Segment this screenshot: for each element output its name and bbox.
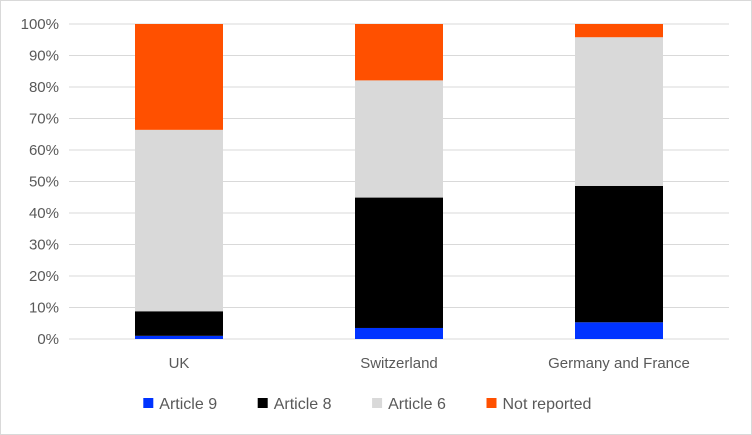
bars: [135, 24, 663, 339]
y-tick-label: 100%: [21, 16, 59, 33]
y-tick-label: 90%: [29, 48, 59, 65]
x-tick-label: UK: [169, 355, 190, 372]
bar-segment: [575, 185, 663, 323]
bar-segment: [355, 197, 443, 328]
legend-swatch: [257, 398, 268, 408]
bar-segment: [575, 24, 663, 38]
y-tick-label: 40%: [29, 205, 59, 222]
y-tick-label: 0%: [37, 331, 59, 348]
x-tick-label: Germany and France: [548, 355, 690, 372]
bar-segment: [135, 129, 223, 312]
y-tick-label: 50%: [29, 174, 59, 191]
bar-segment: [135, 335, 223, 339]
bar-segment: [135, 24, 223, 130]
y-tick-label: 30%: [29, 237, 59, 254]
x-tick-label: Switzerland: [360, 355, 438, 372]
legend-label: Article 8: [274, 396, 332, 413]
bar-segment: [355, 24, 443, 81]
legend-label: Not reported: [503, 396, 592, 413]
x-axis: UK Switzerland Germany and France: [169, 355, 690, 372]
legend-swatch: [486, 398, 497, 408]
legend-swatch: [143, 398, 154, 408]
legend-label: Article 6: [388, 396, 446, 413]
bar-segment: [355, 327, 443, 339]
legend-swatch: [372, 398, 383, 408]
y-tick-label: 70%: [29, 111, 59, 128]
bar-segment: [135, 311, 223, 336]
legend-label: Article 9: [159, 396, 217, 413]
bar-segment: [355, 80, 443, 198]
y-tick-label: 80%: [29, 79, 59, 96]
legend: Article 9 Article 8 Article 6 Not reported: [143, 396, 591, 413]
y-tick-label: 10%: [29, 300, 59, 317]
y-tick-label: 20%: [29, 268, 59, 285]
y-axis: 0% 10% 20% 30% 40% 50% 60% 70% 80% 90% 100%: [21, 16, 59, 348]
y-tick-label: 60%: [29, 142, 59, 159]
bar-segment: [575, 37, 663, 186]
bar-segment: [575, 322, 663, 339]
